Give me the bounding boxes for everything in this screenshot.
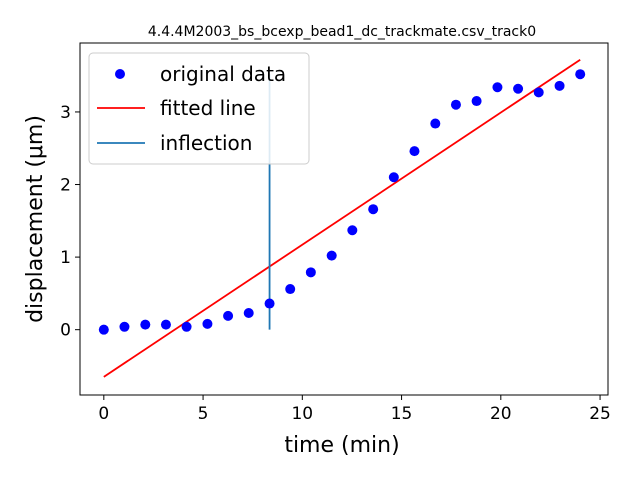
y-tick-label: 2 <box>60 176 71 196</box>
x-axis-label: time (min) <box>284 433 399 458</box>
x-tick-label: 5 <box>198 404 209 424</box>
data-point <box>223 310 234 321</box>
legend-marker-original-data <box>115 69 125 79</box>
legend-box <box>88 52 310 165</box>
data-point <box>533 87 544 98</box>
x-axis: 0 5 10 15 20 25 <box>98 395 611 424</box>
y-tick-label: 0 <box>60 321 71 341</box>
y-axis-label: displacement (μm) <box>23 115 48 323</box>
data-point <box>575 69 586 80</box>
x-tick-label: 15 <box>391 404 413 424</box>
legend-label-inflection: inflection <box>160 131 252 155</box>
data-point <box>492 82 503 93</box>
data-point <box>430 118 441 129</box>
data-point <box>471 96 482 107</box>
x-tick-label: 20 <box>490 404 512 424</box>
x-tick-label: 0 <box>98 404 109 424</box>
plot-area <box>79 42 609 396</box>
data-point <box>98 324 109 335</box>
data-point <box>450 99 461 110</box>
data-point <box>409 146 420 157</box>
data-point <box>554 80 565 91</box>
legend-label-fitted-line: fitted line <box>160 96 256 120</box>
y-tick-label: 3 <box>60 103 71 123</box>
data-point <box>243 307 254 318</box>
data-point <box>347 225 358 236</box>
plot-frame <box>79 42 609 396</box>
data-point <box>285 284 296 295</box>
data-point <box>326 250 337 261</box>
chart-title: 4.4.4M2003_bs_bcexp_bead1_dc_trackmate.c… <box>148 24 536 40</box>
data-point <box>181 321 192 332</box>
legend-label-original-data: original data <box>160 62 286 86</box>
data-point <box>305 267 316 278</box>
data-point <box>264 298 275 309</box>
data-point <box>160 319 171 330</box>
data-point <box>368 204 379 215</box>
x-tick-label: 10 <box>291 404 313 424</box>
data-point <box>513 83 524 94</box>
y-axis: 0 1 2 3 <box>60 103 80 341</box>
legend: original data fitted line inflection <box>88 52 310 165</box>
data-point <box>202 318 213 329</box>
data-point <box>388 172 399 183</box>
y-tick-label: 1 <box>60 248 71 268</box>
data-point <box>140 319 151 330</box>
x-tick-label: 25 <box>589 404 611 424</box>
data-point <box>119 321 130 332</box>
